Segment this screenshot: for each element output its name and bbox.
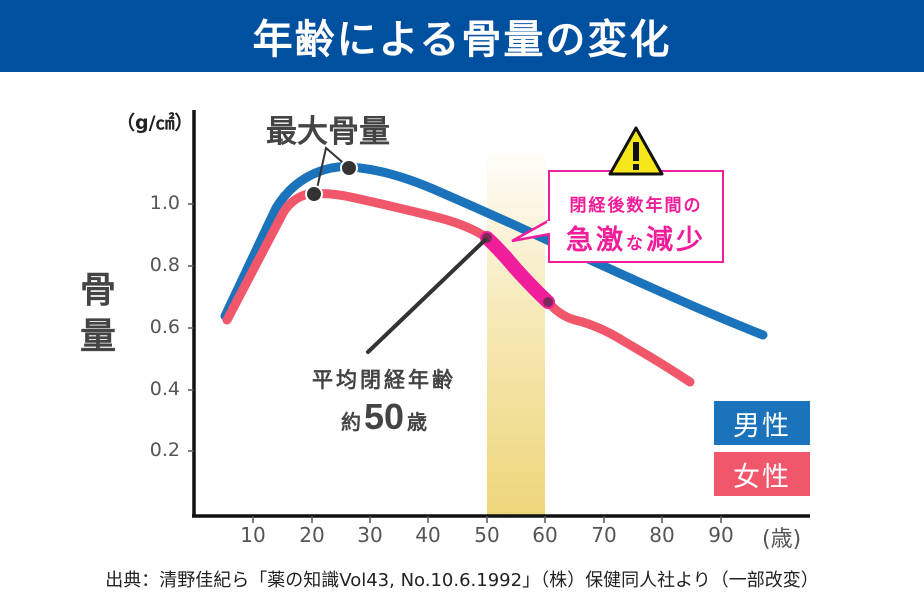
rapid-decline-end-dot: [543, 297, 553, 307]
male-curve: [220, 162, 768, 340]
female-peak-dot: [305, 185, 323, 203]
x-tick-label: 90: [708, 523, 734, 547]
menopause-label-line1: 平均閉経年齢: [312, 368, 456, 392]
female-curve: [222, 189, 492, 325]
x-tick-label: 20: [299, 523, 325, 547]
callout-word-decrease: 減少: [646, 225, 706, 256]
menopause-highlight-band: [487, 155, 545, 515]
callout-line2: 急激な減少: [550, 218, 722, 257]
callout-tail-join: [547, 221, 552, 233]
legend-male: 男性: [714, 401, 810, 445]
callout-particle: な: [626, 234, 646, 254]
y-tick-label: 0.4: [149, 378, 180, 400]
source-citation: 出典：清野佳紀ら「薬の知識Vol43, No.10.6.1992」（株）保健同人…: [105, 570, 819, 591]
page-title: 年齢による骨量の変化: [252, 17, 672, 63]
y-tick-label: 0.6: [149, 316, 180, 338]
x-tick-marks: [252, 516, 722, 523]
y-tick-marks: [188, 203, 194, 452]
callout-line1: 閉経後数年間の: [569, 196, 703, 216]
y-axis-label-char-1: 骨: [79, 270, 116, 311]
warning-triangle-icon: [608, 126, 664, 176]
x-tick-label: 30: [357, 523, 383, 547]
rapid-decline-segment: [480, 231, 555, 309]
x-tick-label: 60: [532, 523, 558, 547]
menopause-pointer-line: [366, 238, 487, 354]
y-tick-label: 0.2: [149, 439, 180, 461]
x-tick-label: 70: [591, 523, 617, 547]
x-axis-unit: (歳): [762, 527, 802, 552]
peak-bone-mass-label: 最大骨量: [266, 114, 390, 150]
peak-pointer-lines: [315, 146, 349, 194]
menopause-prefix: 約: [340, 410, 361, 434]
y-tick-label: 0.8: [149, 254, 180, 276]
x-tick-label: 50: [474, 523, 500, 547]
title-bar: 年齢による骨量の変化: [0, 0, 924, 72]
female-curve-late: [543, 297, 695, 387]
x-tick-label: 40: [415, 523, 441, 547]
y-axis-unit: （g/㎠）: [116, 112, 194, 134]
x-tick-label: 80: [649, 523, 675, 547]
menopause-age-value: 50: [363, 396, 405, 437]
x-tick-label: 10: [240, 523, 266, 547]
male-peak-dot: [340, 159, 358, 177]
y-axis-label: 骨 量: [76, 268, 120, 360]
menopause-label-line2: 約50 歳: [294, 396, 474, 438]
callout-word-rapid: 急激: [566, 225, 626, 256]
menopause-suffix: 歳: [407, 410, 428, 434]
menopause-age-label: 平均閉経年齢 約50 歳: [294, 364, 474, 438]
legend-female: 女性: [714, 452, 810, 496]
y-tick-label: 1.0: [149, 192, 180, 214]
y-axis-label-char-2: 量: [79, 316, 116, 357]
rapid-decline-callout: 閉経後数年間の 急激な減少: [548, 170, 724, 263]
